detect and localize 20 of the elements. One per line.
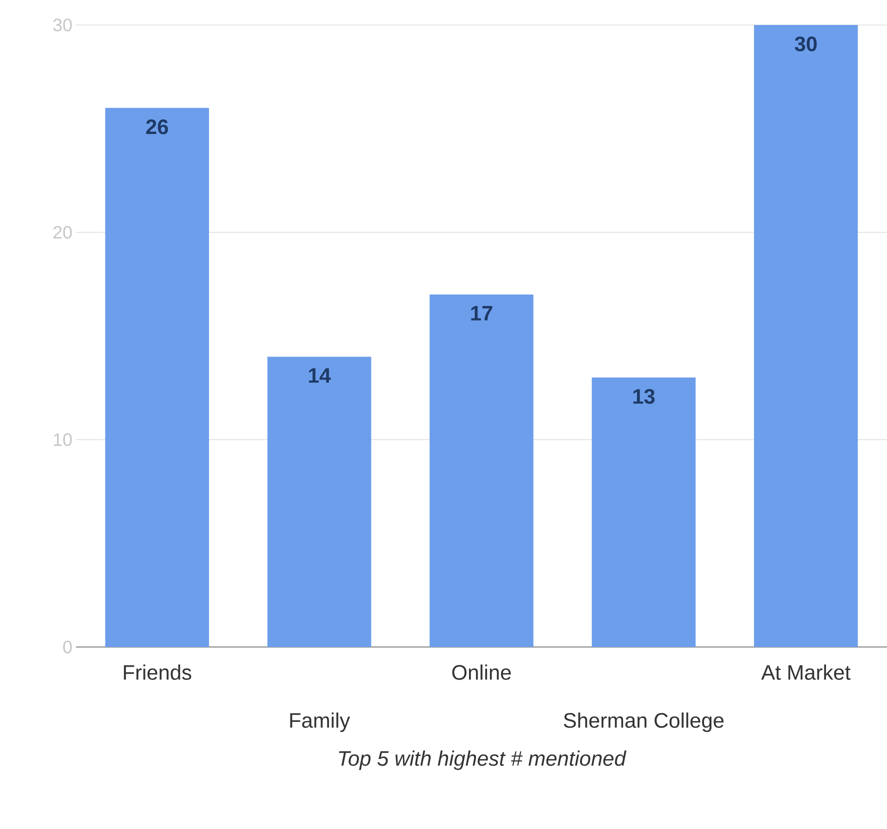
x-tick-label: At Market [761, 664, 850, 680]
x-tick-label: Friends [124, 664, 192, 680]
x-axis-title: Top 5 with highest # mentioned [338, 750, 626, 770]
y-tick-label: 30 [53, 18, 72, 32]
data-label: 26 [146, 119, 168, 134]
bar [592, 377, 696, 647]
y-tick-label: 10 [54, 433, 72, 446]
bar [430, 294, 534, 647]
y-tick-label: 0 [63, 640, 72, 654]
data-label: 17 [471, 306, 492, 320]
bar [267, 356, 372, 647]
x-tick-label: Online [452, 664, 511, 680]
bar [105, 108, 210, 647]
x-tick-label: Family [290, 712, 350, 732]
data-label: 13 [633, 388, 655, 404]
data-label: 14 [308, 368, 331, 383]
y-tick-label: 20 [53, 226, 72, 239]
data-label: 30 [794, 36, 817, 52]
x-tick-label: Sherman College [564, 712, 724, 732]
bar [754, 24, 858, 647]
